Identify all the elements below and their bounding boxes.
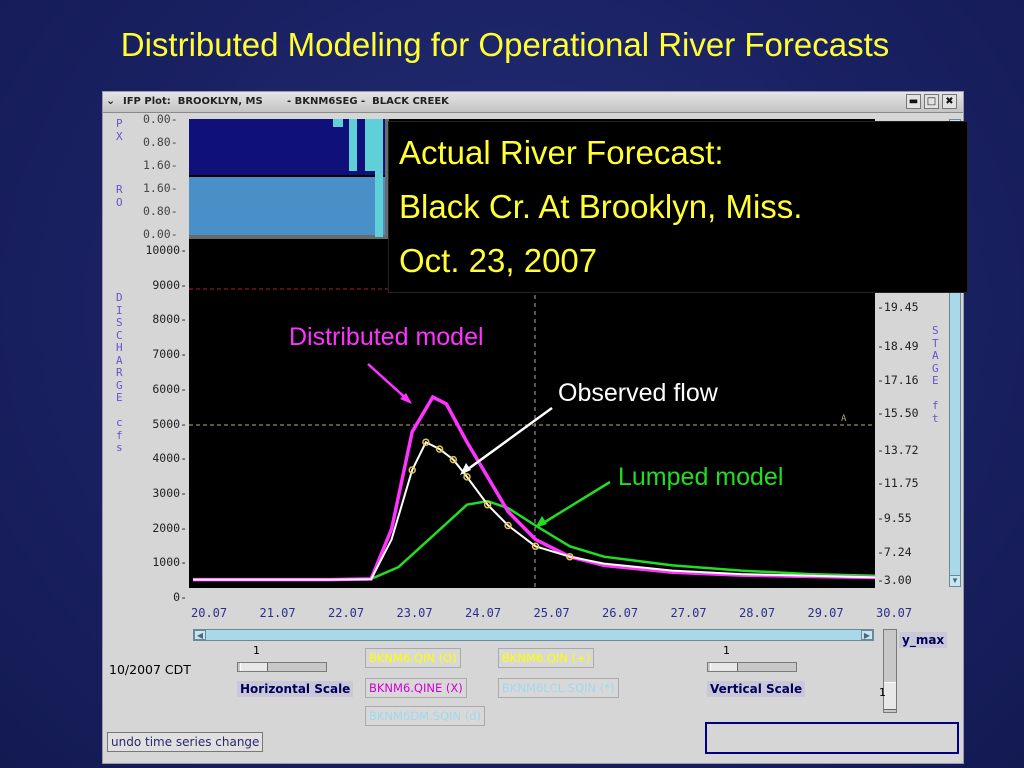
x-tick-label: 27.07: [670, 606, 707, 620]
stage-tick-label: -11.75: [877, 476, 919, 490]
timeseries-button[interactable]: BKNM6.QINE (X): [365, 678, 467, 698]
hydrograph-svg: A: [189, 119, 879, 588]
stage-tick-label: -7.24: [877, 545, 912, 559]
scroll-right-arrow[interactable]: ▶: [861, 630, 873, 640]
stage-marker: A: [841, 414, 847, 424]
observed-marker: [483, 500, 492, 509]
discharge-tick-label: 9000-: [152, 277, 187, 292]
stage-tick-label: -13.72: [877, 443, 919, 457]
x-tick-label: 30.07: [876, 606, 913, 620]
precip-tick-label: 0.00-: [143, 112, 178, 126]
precip-tick-label: 1.60-: [143, 181, 178, 195]
x-tick-label: 28.07: [739, 606, 776, 620]
precip-bar: [349, 119, 357, 171]
discharge-tick-label: 3000-: [152, 485, 187, 500]
undo-time-series-change-button[interactable]: undo time series change: [107, 732, 264, 752]
stage-tick-label: -15.50: [877, 406, 919, 420]
lumped-model-series: [193, 499, 879, 581]
ymax-slider[interactable]: [883, 629, 897, 713]
ymax-slider-thumb[interactable]: [884, 682, 896, 710]
precip-tick-label: 0.80-: [143, 204, 178, 218]
status-box: [705, 722, 959, 754]
observed-flow-label: Observed flow: [558, 379, 718, 407]
vertical-scale-slider[interactable]: [707, 662, 797, 672]
panel-divider-bottom: [189, 235, 389, 239]
stage-tick-label: -17.16: [877, 373, 919, 387]
precip-tick-label: 1.60-: [143, 158, 178, 172]
discharge-tick-label: 10000-: [145, 243, 187, 257]
horizontal-scale-value: 1: [253, 644, 260, 657]
precip-bar: [375, 119, 383, 237]
scroll-left-arrow[interactable]: ◀: [194, 630, 206, 640]
discharge-tick-label: 1000-: [152, 555, 187, 570]
datetime-label: 10/2007 CDT: [109, 662, 191, 677]
scroll-down-arrow[interactable]: ▼: [950, 575, 960, 586]
x-tick-label: 22.07: [328, 606, 365, 620]
precip-tick-label: 0.00-: [143, 227, 178, 241]
observed-marker: [408, 466, 416, 474]
close-button[interactable]: ✖: [942, 94, 957, 109]
observed-flow-series: [193, 440, 879, 581]
discharge-axis-label: D I S C H A R G E c f s: [116, 291, 123, 454]
x-tick-label: 24.07: [465, 606, 502, 620]
stage-axis-label: S T A G E f t: [932, 324, 939, 425]
x-tick-label: 25.07: [533, 606, 570, 620]
x-tick-label: 21.07: [259, 606, 296, 620]
observed-marker: [422, 438, 430, 446]
observed-marker: [504, 521, 512, 530]
horizontal-scale-thumb[interactable]: [240, 663, 268, 671]
horizontal-scale-slider[interactable]: [237, 662, 327, 672]
stage-tick-label: -9.55: [877, 511, 912, 525]
observed-marker: [435, 445, 444, 453]
discharge-tick-label: 7000-: [152, 347, 187, 362]
stage-tick-label: -19.45: [877, 300, 919, 314]
discharge-tick-label: 0-: [173, 590, 187, 604]
horizontal-scrollbar[interactable]: ◀ ▶: [193, 629, 874, 641]
vertical-scale-label: Vertical Scale: [707, 681, 806, 697]
window-titlebar[interactable]: ⌄ IFP Plot: BROOKLYN, MS - BKNM6SEG - BL…: [103, 92, 963, 113]
runoff-panel: [189, 177, 385, 235]
window-title: IFP Plot: BROOKLYN, MS - BKNM6SEG - BLAC…: [123, 96, 449, 107]
discharge-tick-label: 4000-: [152, 451, 187, 466]
maximize-button[interactable]: □: [924, 94, 939, 109]
vertical-scale-thumb[interactable]: [710, 663, 738, 671]
minimize-button[interactable]: ▬: [906, 94, 921, 109]
forecast-callout: Actual River Forecast: Black Cr. At Broo…: [388, 121, 968, 293]
callout-line-3: Oct. 23, 2007: [399, 242, 598, 279]
slide-title: Distributed Modeling for Operational Riv…: [120, 26, 890, 63]
timeseries-button[interactable]: BKNM6LCL.SQIN (*): [498, 678, 619, 698]
ymax-label: y_max: [899, 632, 948, 648]
vertical-scale-value: 1: [723, 644, 730, 657]
horizontal-scale-label: Horizontal Scale: [237, 681, 354, 697]
ymax-value: 1: [879, 686, 886, 699]
callout-line-1: Actual River Forecast:: [399, 134, 724, 171]
observed-marker: [531, 542, 540, 551]
panel-divider: [385, 119, 389, 239]
x-tick-label: 26.07: [602, 606, 639, 620]
distributed-model-label: Distributed model: [289, 323, 484, 351]
discharge-tick-label: 6000-: [152, 381, 187, 396]
x-tick-label: 20.07: [191, 606, 228, 620]
x-tick-label: 29.07: [807, 606, 844, 620]
lumped-model-label: Lumped model: [618, 463, 784, 491]
precip-bar: [333, 119, 343, 127]
discharge-tick-label: 5000-: [152, 416, 187, 431]
callout-line-2: Black Cr. At Brooklyn, Miss.: [399, 188, 803, 225]
stage-tick-label: -3.00: [877, 573, 912, 587]
timeseries-button[interactable]: BKNM6DM.SQIN (d): [365, 706, 485, 726]
discharge-tick-label: 8000-: [152, 312, 187, 327]
observed-marker: [566, 552, 574, 561]
ro-axis-label: R O: [116, 183, 123, 209]
precip-tick-label: 0.80-: [143, 135, 178, 149]
stage-tick-label: -18.49: [877, 339, 919, 353]
timeseries-button[interactable]: BKNM6.QIN (+): [498, 648, 595, 668]
x-tick-label: 23.07: [396, 606, 433, 620]
timeseries-button[interactable]: BKNM6.QIN (O): [365, 648, 461, 668]
observed-marker: [449, 455, 458, 464]
precip-bar: [365, 119, 377, 171]
discharge-tick-label: 2000-: [152, 520, 187, 535]
px-axis-label: P X: [116, 117, 123, 143]
chevron-down-icon[interactable]: ⌄: [106, 94, 116, 107]
